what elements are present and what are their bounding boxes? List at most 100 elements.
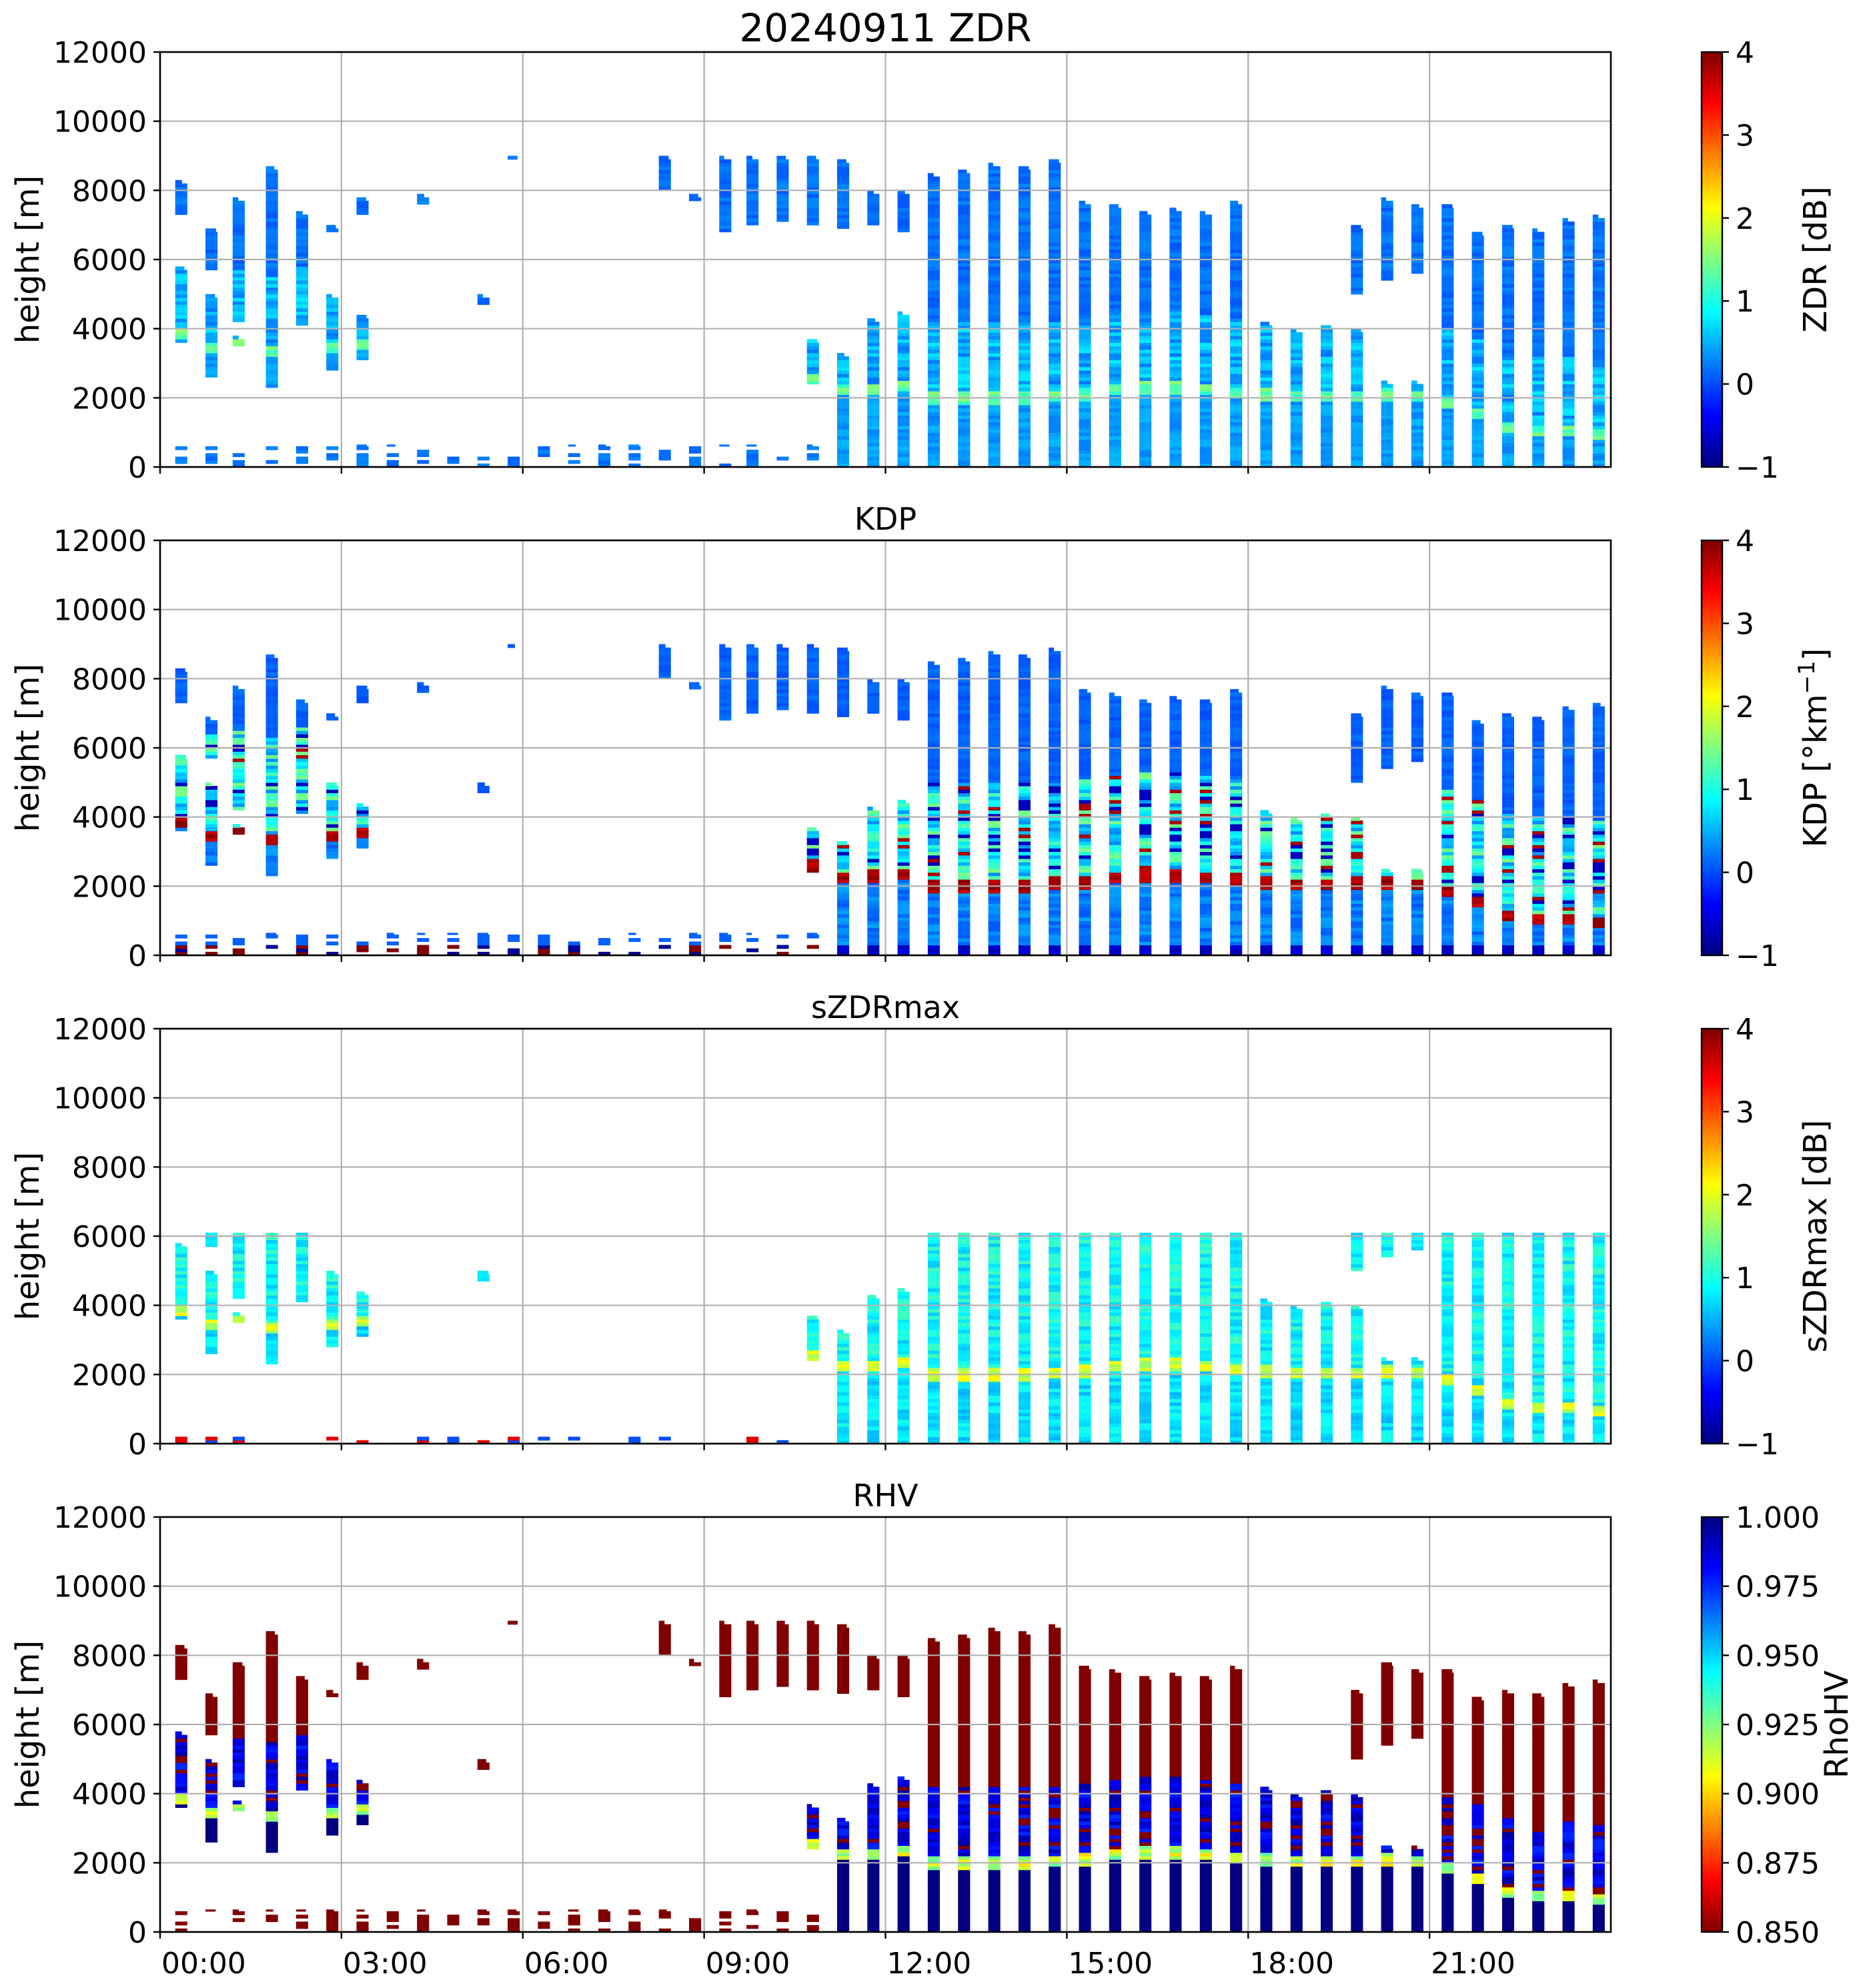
data-cell <box>417 200 430 205</box>
data-cell <box>326 332 339 336</box>
data-cell <box>1411 706 1423 710</box>
data-cell <box>958 820 971 825</box>
data-cell <box>326 314 339 319</box>
data-cell <box>1290 460 1303 464</box>
data-cell <box>1018 896 1031 901</box>
data-cell <box>1321 827 1333 831</box>
data-cell <box>927 346 940 350</box>
data-cell <box>1079 737 1091 742</box>
data-cell <box>867 1436 880 1441</box>
data-cell <box>1079 235 1091 239</box>
data-cell <box>897 193 910 198</box>
data-cell <box>1592 941 1605 946</box>
data-cell <box>295 951 308 956</box>
data-cell <box>1592 848 1605 853</box>
data-cell <box>1441 827 1454 831</box>
data-cell <box>265 692 278 696</box>
data-cell <box>1562 294 1575 298</box>
data-cell <box>1501 889 1514 894</box>
data-cell <box>232 301 245 305</box>
data-cell <box>1139 412 1152 416</box>
data-cell <box>1592 837 1605 842</box>
data-cell <box>1260 418 1273 423</box>
data-cell <box>1079 692 1091 696</box>
data-cell <box>806 692 819 696</box>
data-cell <box>356 685 368 690</box>
data-cell <box>232 221 245 225</box>
data-cell <box>1260 422 1273 426</box>
data-cell <box>1471 446 1484 450</box>
data-cell <box>508 155 518 160</box>
data-cell <box>1501 231 1514 236</box>
data-cell <box>175 682 187 686</box>
data-cell <box>1381 260 1393 264</box>
data-cell <box>1169 260 1182 264</box>
data-cell <box>1501 342 1514 347</box>
data-cell <box>1351 387 1363 392</box>
data-cell <box>837 384 850 388</box>
data-cell <box>1471 869 1484 873</box>
data-cell <box>1441 769 1454 773</box>
data-cell <box>1441 831 1454 835</box>
data-cell <box>1321 945 1333 949</box>
data-cell <box>1139 429 1152 433</box>
data-cell <box>1441 204 1453 208</box>
data-cell <box>1199 325 1212 330</box>
data-cell <box>1532 263 1545 267</box>
data-cell <box>1018 401 1031 406</box>
data-cell <box>1139 858 1152 863</box>
data-cell <box>1139 782 1152 787</box>
data-cell <box>1169 910 1182 915</box>
colorbar-label: KDP [°km−1] <box>1794 648 1834 848</box>
data-cell <box>232 761 245 766</box>
data-cell <box>988 207 1001 212</box>
data-cell <box>1109 336 1121 340</box>
data-cell <box>326 311 339 316</box>
data-cell <box>232 263 245 267</box>
data-cell <box>927 214 940 219</box>
data-cell <box>1441 772 1454 777</box>
data-cell <box>837 658 850 662</box>
data-cell <box>1169 235 1182 239</box>
data-cell <box>867 1295 876 1299</box>
data-cell <box>1049 214 1061 219</box>
data-cell <box>988 682 1001 686</box>
data-cell <box>927 716 940 721</box>
data-cell <box>1351 755 1363 759</box>
data-cell <box>295 311 308 316</box>
data-cell <box>265 865 278 869</box>
data-cell <box>1018 837 1031 842</box>
data-cell <box>1532 810 1545 815</box>
data-cell <box>1230 803 1243 807</box>
data-cell <box>1139 834 1152 839</box>
data-cell <box>988 841 1001 845</box>
data-cell <box>1018 851 1031 856</box>
data-cell <box>1109 845 1121 849</box>
data-cell <box>205 231 218 236</box>
data-cell <box>988 837 1001 842</box>
data-cell <box>1260 366 1273 371</box>
data-cell <box>958 1346 971 1351</box>
data-cell <box>1562 803 1575 807</box>
data-cell <box>1441 938 1454 942</box>
data-cell <box>806 654 819 658</box>
data-cell <box>806 1357 819 1362</box>
data-cell <box>1169 803 1182 807</box>
data-cell <box>1592 803 1605 807</box>
data-cell <box>1441 782 1454 787</box>
data-cell <box>1592 951 1605 956</box>
data-cell <box>1381 436 1393 440</box>
data-cell <box>1411 692 1421 696</box>
data-cell <box>1139 408 1152 412</box>
data-cell <box>1471 896 1484 901</box>
data-cell <box>1381 765 1393 769</box>
data-cell <box>927 394 940 398</box>
data-cell <box>1109 913 1121 918</box>
data-cell <box>1049 682 1061 686</box>
data-cell <box>689 933 698 935</box>
data-cell <box>719 710 732 714</box>
data-cell <box>1290 439 1303 444</box>
data-cell <box>1381 418 1393 423</box>
data-cell <box>1109 748 1121 752</box>
data-cell <box>205 934 218 939</box>
